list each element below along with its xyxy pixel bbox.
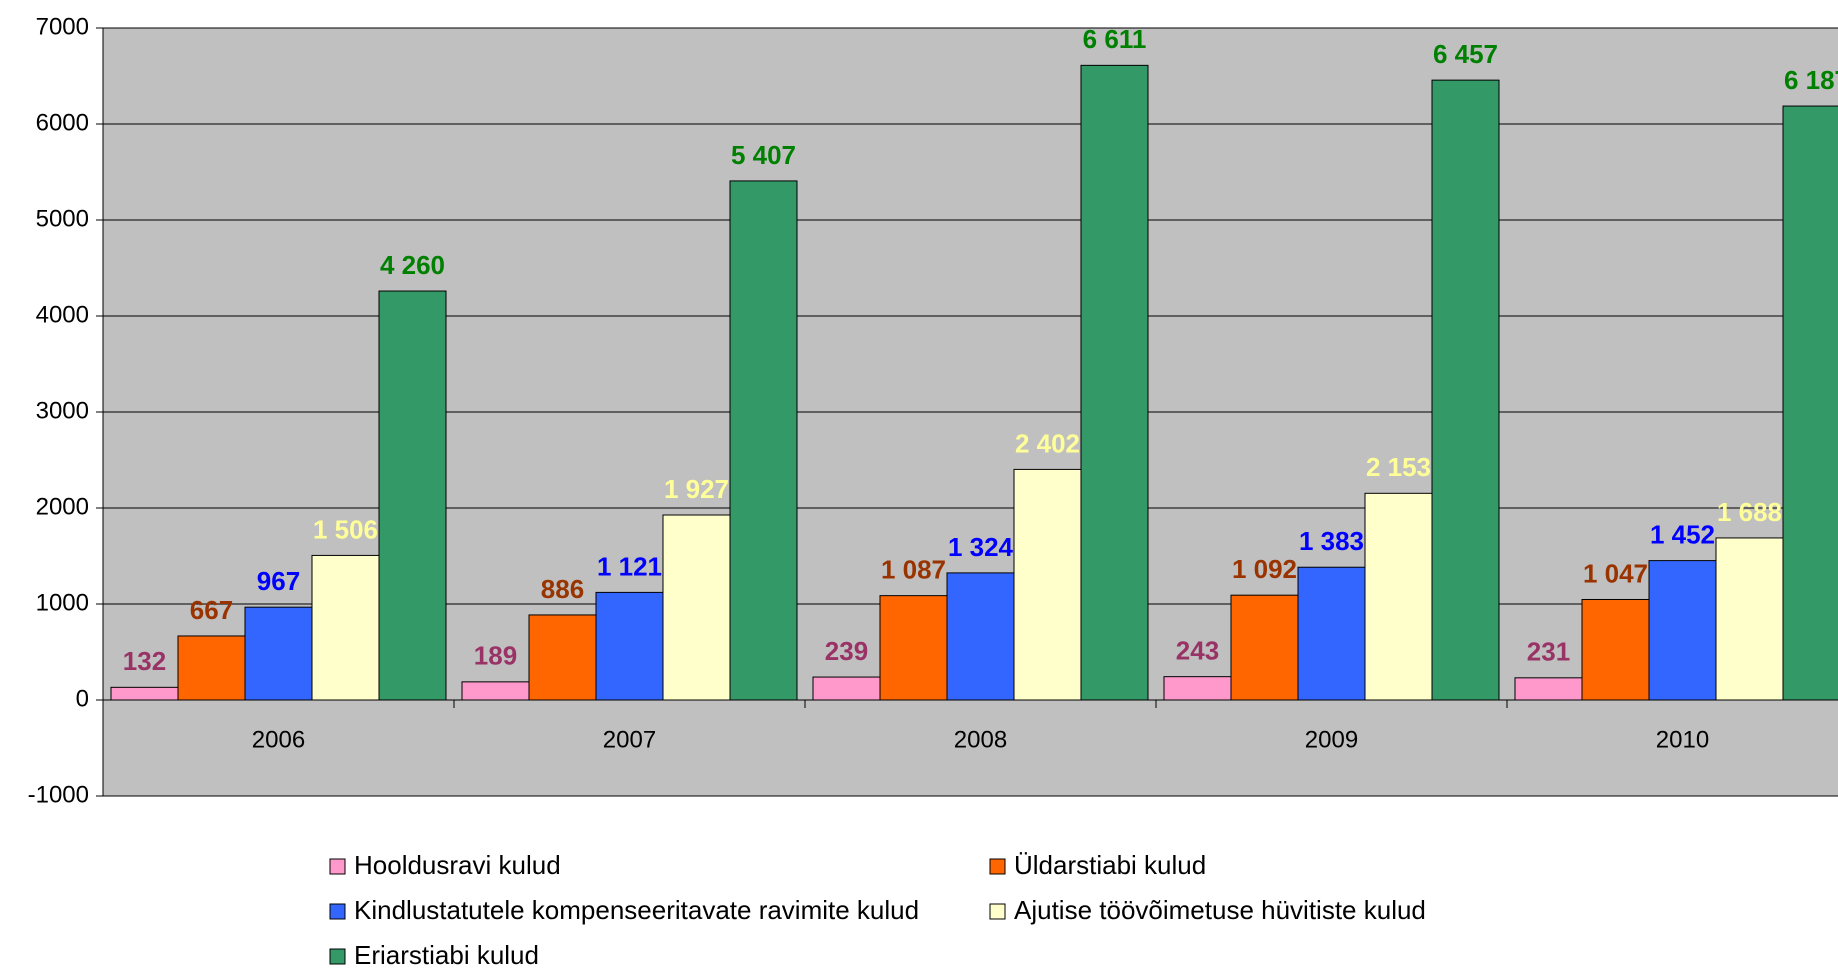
bar [946,572,1015,701]
data-label: 1 506 [313,514,378,544]
x-tick-label: 2007 [603,726,656,753]
data-label: 1 688 [1717,497,1782,527]
y-tick-label: 0 [76,685,89,712]
data-label: 1 121 [597,551,662,581]
data-label: 6 187 [1784,65,1838,95]
data-label: 239 [825,636,868,666]
bar [1514,677,1583,701]
data-label: 4 260 [380,250,445,280]
data-label: 1 324 [948,532,1014,562]
legend-swatch [329,903,346,920]
bar [729,180,798,701]
data-label: 667 [190,595,233,625]
data-label: 2 153 [1366,452,1431,482]
data-label: 132 [123,646,166,676]
bar [1163,676,1232,701]
legend-label: Üldarstiabi kulud [1014,850,1206,880]
bar [662,514,731,701]
data-label: 6 611 [1083,24,1147,54]
bar [1364,492,1433,701]
data-label: 967 [257,566,300,596]
legend-label: Ajutise töövõimetuse hüvitiste kulud [1014,895,1426,925]
bar [461,681,530,701]
bar [595,591,664,701]
data-label: 6 457 [1433,39,1498,69]
bar [812,676,881,701]
bar [378,290,447,701]
data-label: 2 402 [1015,428,1080,458]
bar [1013,468,1082,701]
bar [311,554,380,701]
data-label: 243 [1176,636,1219,666]
x-tick-label: 2008 [954,726,1007,753]
bar [1581,598,1650,701]
legend-swatch [329,858,346,875]
data-label: 1 092 [1232,554,1297,584]
bar [1715,537,1784,701]
y-tick-label: 3000 [36,397,89,424]
y-tick-label: 7000 [36,13,89,40]
y-tick-label: 4000 [36,301,89,328]
data-label: 1 927 [664,474,729,504]
data-label: 189 [474,641,517,671]
y-tick-label: 1000 [36,589,89,616]
legend-swatch [989,903,1006,920]
bar [110,686,179,701]
data-label: 886 [541,574,584,604]
legend-label: Hooldusravi kulud [354,850,561,880]
bar [1648,560,1717,701]
data-label: 1 087 [881,555,946,585]
legend-label: Eriarstiabi kulud [354,940,539,970]
data-label: 231 [1527,637,1570,667]
y-tick-label: -1000 [28,781,89,808]
legend-label: Kindlustatutele kompenseeritavate ravimi… [354,895,919,925]
y-tick-label: 6000 [36,109,89,136]
legend-swatch [989,858,1006,875]
bar [177,635,246,701]
data-label: 5 407 [731,140,796,170]
data-label: 1 452 [1650,519,1715,549]
data-label: 1 047 [1583,558,1648,588]
bar [244,606,313,701]
bar [879,595,948,701]
data-label: 1 383 [1299,526,1364,556]
legend-swatch [329,948,346,965]
bar [1080,64,1149,701]
bar [1431,79,1500,701]
y-tick-label: 5000 [36,205,89,232]
y-tick-label: 2000 [36,493,89,520]
x-tick-label: 2006 [252,726,305,753]
bar [1782,105,1838,701]
x-tick-label: 2009 [1305,726,1358,753]
bar [1297,566,1366,701]
bar [528,614,597,701]
x-tick-label: 2010 [1656,726,1709,753]
bar [1230,594,1299,701]
